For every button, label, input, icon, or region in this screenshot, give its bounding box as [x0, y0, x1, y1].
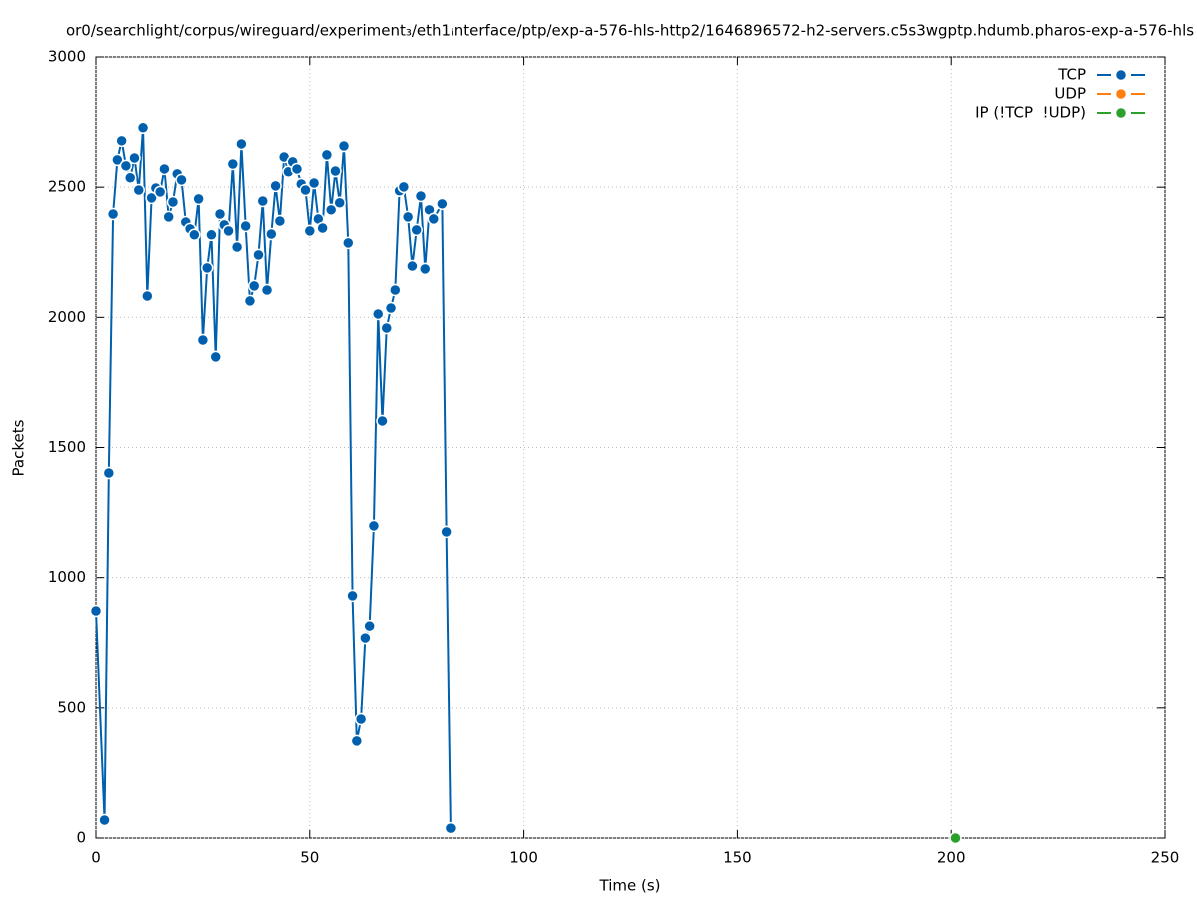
data-point — [205, 228, 218, 242]
data-point — [401, 210, 415, 224]
y-tick-label: 500 — [57, 698, 86, 716]
data-point — [196, 333, 210, 347]
legend-label: UDP — [1054, 85, 1086, 103]
data-point — [384, 301, 398, 315]
data-point — [444, 821, 458, 835]
data-point — [209, 350, 222, 364]
data-point — [119, 159, 133, 173]
x-tick-label: 150 — [723, 849, 752, 867]
data-point — [111, 153, 124, 167]
data-point — [123, 171, 137, 185]
data-point — [269, 179, 282, 193]
data-point — [440, 525, 453, 539]
data-point — [89, 604, 103, 618]
data-point — [243, 294, 257, 308]
data-point — [320, 148, 334, 162]
data-point — [200, 261, 214, 275]
data-point — [333, 196, 346, 210]
data-point — [239, 219, 252, 233]
data-point — [192, 192, 205, 206]
data-point — [162, 210, 175, 224]
data-point — [153, 185, 167, 199]
data-point — [324, 203, 338, 217]
data-point — [273, 214, 287, 228]
data-point — [230, 240, 244, 254]
data-point — [102, 466, 116, 480]
data-point — [247, 279, 261, 293]
x-tick-label: 250 — [1151, 849, 1180, 867]
data-point — [406, 259, 419, 273]
data-point — [290, 162, 304, 176]
x-tick-label: 100 — [509, 849, 538, 867]
data-point — [363, 619, 376, 633]
data-point — [132, 183, 146, 197]
y-tick-label: 2500 — [48, 178, 86, 196]
legend-label: IP (!TCP !UDP) — [975, 104, 1086, 122]
data-point — [252, 248, 265, 262]
y-tick-label: 0 — [76, 829, 86, 847]
chart-title: or0/searchlight/corpus/wireguard/experim… — [66, 22, 1194, 40]
data-point — [226, 157, 240, 171]
data-point — [436, 197, 449, 211]
data-point — [222, 224, 235, 238]
data-point — [166, 195, 180, 209]
legend-label: TCP — [1057, 66, 1086, 84]
data-point — [115, 134, 128, 148]
data-point — [419, 262, 432, 276]
y-axis-label: Packets — [10, 419, 28, 476]
data-point — [106, 207, 120, 221]
y-tick-label: 1000 — [48, 568, 86, 586]
data-point — [136, 121, 150, 135]
x-tick-label: 50 — [300, 849, 319, 867]
y-tick-label: 2000 — [48, 308, 86, 326]
data-point — [389, 283, 402, 297]
x-axis-label: Time (s) — [599, 877, 661, 895]
legend-marker — [1114, 87, 1128, 101]
legend-marker — [1114, 106, 1128, 120]
data-point — [380, 321, 394, 335]
data-point — [98, 813, 111, 827]
data-point — [346, 589, 359, 603]
data-point — [303, 224, 317, 238]
data-point — [141, 289, 154, 303]
x-tick-label: 200 — [937, 849, 966, 867]
data-point — [410, 223, 423, 237]
data-point — [397, 180, 411, 194]
y-tick-label: 1500 — [48, 438, 86, 456]
data-point — [367, 519, 381, 533]
data-point — [414, 189, 428, 203]
data-point — [350, 734, 364, 748]
data-point — [307, 176, 321, 190]
data-point — [175, 173, 188, 187]
data-point — [265, 227, 278, 241]
data-point — [260, 283, 274, 297]
x-tick-label: 0 — [91, 849, 101, 867]
legend-marker — [1114, 68, 1128, 82]
data-point — [354, 712, 368, 726]
data-point — [342, 236, 355, 250]
data-point — [337, 139, 351, 153]
data-point — [329, 164, 342, 178]
y-tick-label: 3000 — [48, 48, 86, 66]
data-point — [235, 137, 248, 151]
data-point — [299, 183, 312, 197]
data-point — [213, 207, 227, 221]
data-point — [188, 228, 201, 242]
data-point — [128, 151, 141, 165]
data-point — [256, 194, 270, 208]
data-point — [316, 221, 329, 235]
data-point — [158, 162, 171, 176]
data-point — [371, 307, 385, 321]
data-point — [949, 831, 962, 845]
data-point — [427, 212, 441, 226]
data-point — [359, 631, 372, 645]
data-point — [376, 414, 389, 428]
